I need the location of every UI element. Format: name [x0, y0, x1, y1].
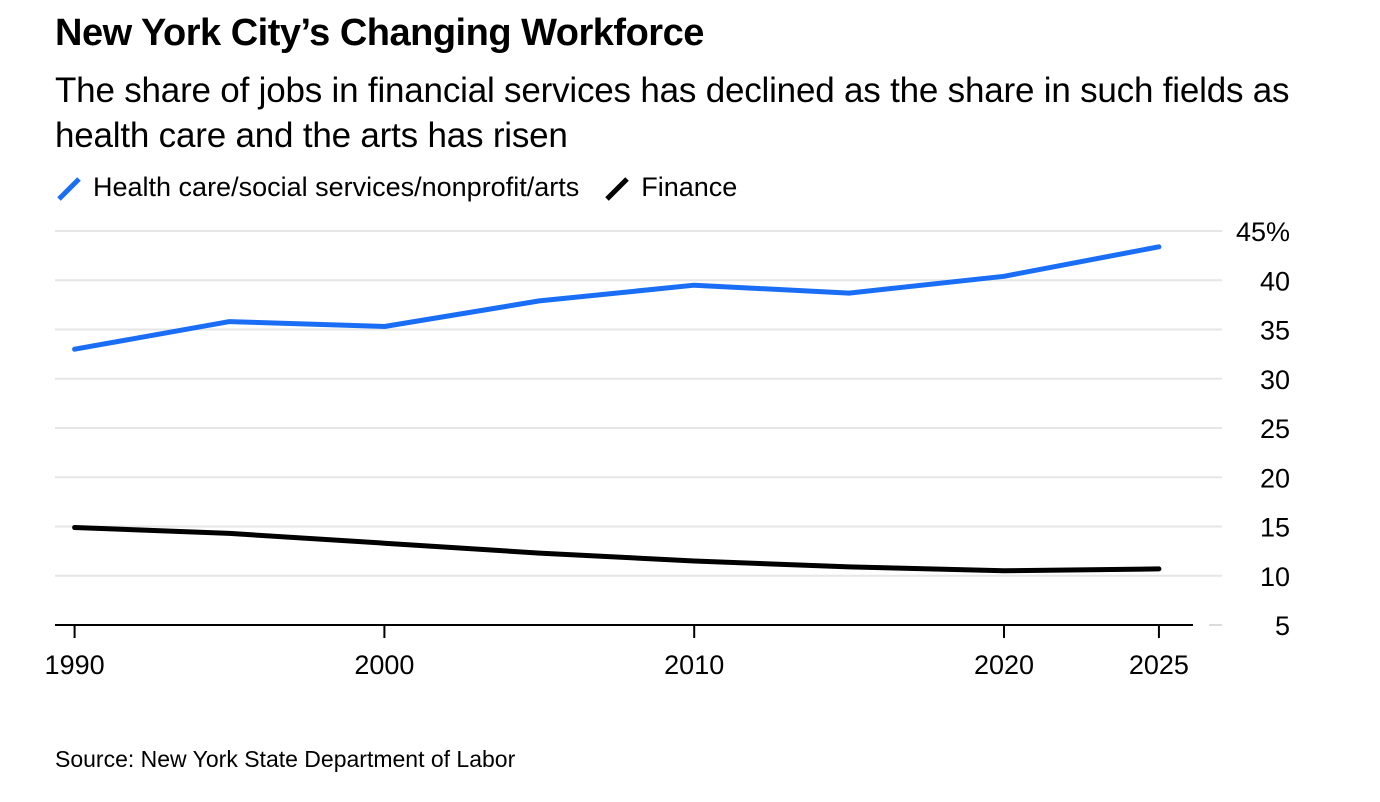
- y-tick-label: 40: [1260, 266, 1290, 296]
- chart-title: New York City’s Changing Workforce: [55, 12, 704, 54]
- source-note: Source: New York State Department of Lab…: [55, 746, 516, 772]
- y-tick-label: 30: [1260, 365, 1290, 395]
- legend-swatch-finance-icon: [605, 176, 629, 201]
- y-tick-label: 10: [1260, 562, 1290, 592]
- chart-subtitle: The share of jobs in financial services …: [55, 71, 1290, 155]
- x-tick-label: 2000: [354, 650, 414, 680]
- legend-swatch-health-care-icon: [57, 176, 81, 201]
- y-tick-label: 45%: [1236, 217, 1290, 247]
- y-tick-label: 20: [1260, 463, 1290, 493]
- legend-label-health-care: Health care/social services/nonprofit/ar…: [93, 172, 580, 202]
- series-line-health-care: [72, 244, 1162, 352]
- series-line-finance: [72, 525, 1162, 574]
- y-tick-label: 5: [1275, 611, 1290, 641]
- legend-label-finance: Finance: [641, 172, 738, 202]
- x-tick-label: 2020: [974, 650, 1034, 680]
- chart-legend: Health care/social services/nonprofit/ar…: [55, 172, 761, 203]
- legend-item-finance: Finance: [603, 172, 737, 203]
- y-tick-label: 15: [1260, 513, 1290, 543]
- x-tick-label: 2010: [664, 650, 724, 680]
- legend-item-health-care: Health care/social services/nonprofit/ar…: [55, 172, 579, 203]
- x-tick-label: 2025: [1129, 650, 1189, 680]
- y-tick-label: 25: [1260, 414, 1290, 444]
- x-tick-label: 1990: [45, 650, 105, 680]
- y-tick-label: 35: [1260, 316, 1290, 346]
